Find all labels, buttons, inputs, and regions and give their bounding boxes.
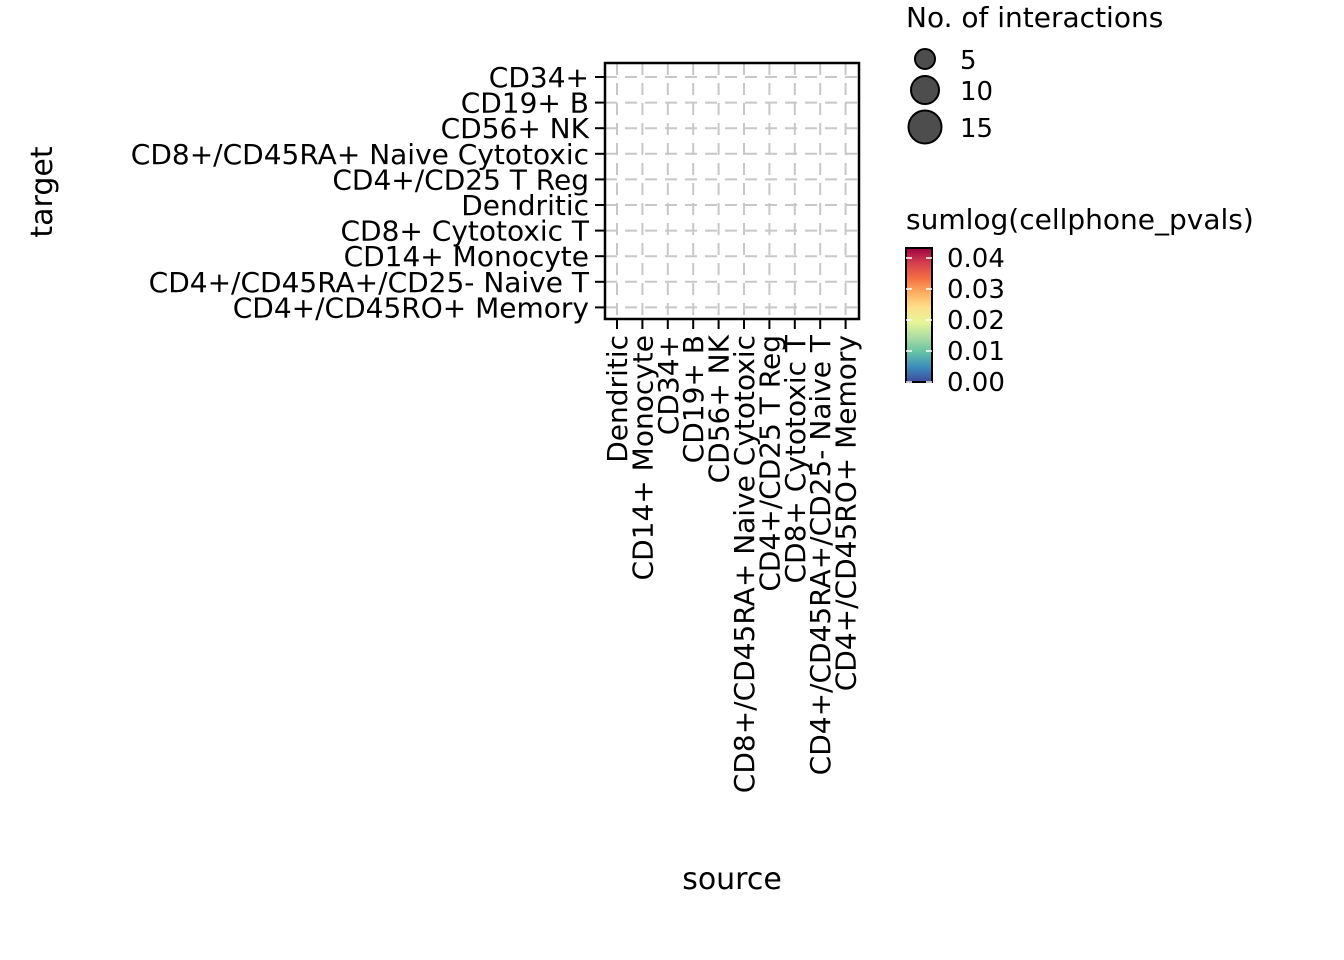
colorbar <box>905 247 933 383</box>
x-tick-label: CD4+/CD45RA+/CD25- Naive T <box>804 334 837 775</box>
x-tick-label: CD4+/CD45RO+ Memory <box>830 335 863 691</box>
y-tick-label: CD4+/CD45RO+ Memory <box>233 291 589 324</box>
y-tick-label: CD4+/CD25 T Reg <box>332 163 589 196</box>
y-axis-title: target <box>25 146 60 237</box>
size-legend-label: 10 <box>960 77 993 107</box>
size-legend-items: 510 15 <box>907 46 993 145</box>
y-tick-label: CD8+ Cytotoxic T <box>340 215 589 248</box>
y-tick-label: CD8+/CD45RA+ Naive Cytotoxic <box>131 138 589 171</box>
x-tick-label: CD8+ Cytotoxic T <box>779 334 812 583</box>
x-tick-label: CD19+ B <box>677 335 710 463</box>
colorbar-tick-label: 0.01 <box>947 337 1005 367</box>
size-legend-label: 15 <box>960 114 993 144</box>
x-tick-label: Dendritic <box>601 335 634 463</box>
x-tick-label: CD8+/CD45RA+ Naive Cytotoxic <box>728 335 761 793</box>
colorbar-tick-label: 0.04 <box>947 244 1005 274</box>
x-axis-title: source <box>682 862 782 897</box>
colorbar-tick-label: 0.02 <box>947 306 1005 336</box>
size-legend-label: 5 <box>960 46 977 76</box>
colorbar-tick-label: 0.00 <box>947 368 1005 398</box>
plot-frame <box>603 61 861 321</box>
y-tick-label: CD34+ <box>489 61 589 94</box>
y-tick-label: CD4+/CD45RA+/CD25- Naive T <box>149 266 590 299</box>
color-legend-title: sumlog(cellphone_pvals) <box>906 203 1254 236</box>
colorbar-ticks: 0.000.010.020.030.04 <box>906 244 1005 398</box>
size-legend-title: No. of interactions <box>906 1 1163 34</box>
y-tick-label: CD19+ B <box>461 87 589 120</box>
x-tick-label: CD56+ NK <box>703 334 736 483</box>
size-legend-circle <box>914 48 936 70</box>
y-tick-label: CD14+ Monocyte <box>344 240 589 273</box>
x-tick-label: CD4+/CD25 T Reg <box>753 335 786 592</box>
grid-lines <box>605 63 859 319</box>
size-legend: No. of interactions 510 15 <box>906 1 1163 145</box>
y-tick-label: Dendritic <box>461 189 589 222</box>
size-legend-circle <box>910 75 940 105</box>
x-tick-label: CD14+ Monocyte <box>626 335 659 580</box>
size-legend-circle <box>907 109 943 145</box>
colorbar-tick-label: 0.03 <box>947 275 1005 305</box>
color-legend: sumlog(cellphone_pvals) 0.000.010.020.03… <box>905 203 1254 398</box>
y-tick-label: CD56+ NK <box>441 112 590 145</box>
x-tick-label: CD34+ <box>652 335 685 435</box>
